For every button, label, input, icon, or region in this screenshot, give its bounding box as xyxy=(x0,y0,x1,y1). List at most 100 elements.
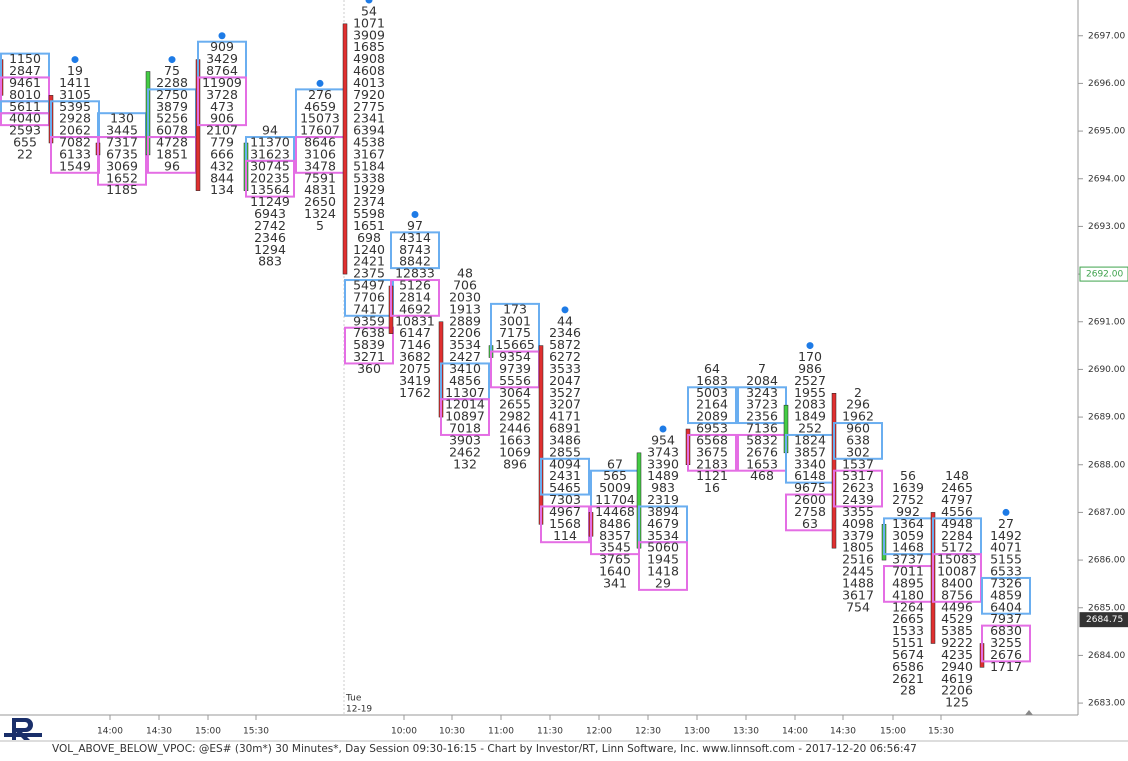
volume-value: 4659 xyxy=(304,99,336,114)
y-tick-label: 2693.00 xyxy=(1088,222,1125,232)
volume-value: 468 xyxy=(750,468,774,483)
volume-value: 1071 xyxy=(353,15,385,30)
volume-value: 5003 xyxy=(696,385,728,400)
volume-value: 7146 xyxy=(399,337,431,352)
volume-value: 7175 xyxy=(499,325,531,340)
volume-value: 1640 xyxy=(599,564,631,579)
volume-value: 44 xyxy=(557,313,573,328)
volume-value: 9222 xyxy=(941,635,973,650)
volume-value: 3379 xyxy=(842,528,874,543)
volume-value: 1468 xyxy=(892,540,924,555)
volume-value: 3410 xyxy=(449,361,481,376)
volume-value: 983 xyxy=(651,480,675,495)
volume-box xyxy=(344,326,394,365)
volume-value: 2206 xyxy=(941,683,973,698)
volume-value: 2445 xyxy=(842,564,874,579)
volume-value: 6830 xyxy=(990,623,1022,638)
volume-box xyxy=(687,386,737,425)
volume-value: 4797 xyxy=(941,492,973,507)
volume-value: 5126 xyxy=(399,278,431,293)
volume-value: 16 xyxy=(704,480,720,495)
volume-value: 148 xyxy=(945,468,969,483)
volume-value: 8842 xyxy=(399,254,431,269)
volume-value: 2284 xyxy=(941,528,973,543)
volume-value: 30745 xyxy=(250,158,290,173)
volume-value: 6147 xyxy=(399,325,431,340)
price-marker xyxy=(1079,612,1128,628)
x-tick-label: 14:30 xyxy=(146,727,172,737)
volume-value: 3069 xyxy=(106,158,138,173)
volume-value: 5674 xyxy=(892,647,924,662)
volume-value: 1264 xyxy=(892,599,924,614)
volume-value: 2982 xyxy=(499,409,531,424)
volume-value: 3419 xyxy=(399,373,431,388)
volume-value: 5256 xyxy=(156,111,188,126)
footprint-column: 9543743339014899832319389446793534506019… xyxy=(636,425,688,591)
volume-box xyxy=(833,422,883,460)
scroll-marker xyxy=(1025,710,1033,715)
volume-value: 67 xyxy=(607,456,623,471)
volume-value: 2288 xyxy=(156,75,188,90)
volume-value: 844 xyxy=(210,170,234,185)
volume-value: 2356 xyxy=(746,409,778,424)
volume-value: 2089 xyxy=(696,409,728,424)
volume-value: 3390 xyxy=(647,456,679,471)
volume-value: 19 xyxy=(67,63,83,78)
volume-value: 63 xyxy=(802,516,818,531)
volume-value: 1913 xyxy=(449,301,481,316)
volume-value: 7417 xyxy=(353,301,385,316)
volume-value: 1492 xyxy=(990,528,1022,543)
volume-value: 7 xyxy=(758,361,766,376)
volume-value: 3534 xyxy=(449,337,481,352)
volume-value: 3167 xyxy=(353,146,385,161)
volume-box xyxy=(97,136,147,186)
volume-value: 1639 xyxy=(892,480,924,495)
volume-value: 2083 xyxy=(794,397,826,412)
volume-value: 1945 xyxy=(647,552,679,567)
volume-value: 3486 xyxy=(549,432,581,447)
volume-value: 20235 xyxy=(250,170,290,185)
volume-value: 3243 xyxy=(746,385,778,400)
x-tick-label: 13:00 xyxy=(684,727,710,737)
volume-value: 4895 xyxy=(892,575,924,590)
volume-value: 96 xyxy=(164,158,180,173)
volume-value: 2374 xyxy=(353,194,385,209)
footprint-column: 2764659150731760786463106347875914831265… xyxy=(295,79,345,233)
volume-value: 54 xyxy=(361,3,377,18)
volume-box xyxy=(687,433,737,472)
volume-value: 565 xyxy=(603,468,627,483)
volume-value: 1955 xyxy=(794,385,826,400)
volume-value: 276 xyxy=(308,87,332,102)
volume-value: 1240 xyxy=(353,242,385,257)
volume-value: 341 xyxy=(603,575,627,590)
volume-value: 7011 xyxy=(892,564,924,579)
volume-box xyxy=(638,541,688,591)
vpoc-dot xyxy=(806,342,814,350)
volume-value: 883 xyxy=(258,254,282,269)
volume-box xyxy=(981,576,1031,615)
vpoc-dot xyxy=(365,0,373,4)
volume-value: 2346 xyxy=(549,325,581,340)
logo xyxy=(4,716,42,740)
volume-value: 1568 xyxy=(549,516,581,531)
volume-value: 5611 xyxy=(9,99,41,114)
volume-value: 4496 xyxy=(941,599,973,614)
volume-value: 906 xyxy=(210,111,234,126)
volume-value: 8756 xyxy=(941,587,973,602)
volume-value: 5497 xyxy=(353,278,385,293)
volume-value: 1762 xyxy=(399,385,431,400)
volume-value: 1851 xyxy=(156,146,188,161)
volume-value: 1849 xyxy=(794,409,826,424)
volume-value: 7303 xyxy=(549,492,581,507)
volume-value: 2676 xyxy=(990,647,1022,662)
volume-value: 1685 xyxy=(353,39,385,54)
volume-value: 3737 xyxy=(892,552,924,567)
volume-value: 5 xyxy=(316,218,324,233)
volume-value: 130 xyxy=(110,111,134,126)
volume-value: 2319 xyxy=(647,492,679,507)
volume-value: 954 xyxy=(651,432,675,447)
volume-value: 6568 xyxy=(696,432,728,447)
volume-value: 1150 xyxy=(9,51,41,66)
vpoc-dot xyxy=(659,425,667,433)
